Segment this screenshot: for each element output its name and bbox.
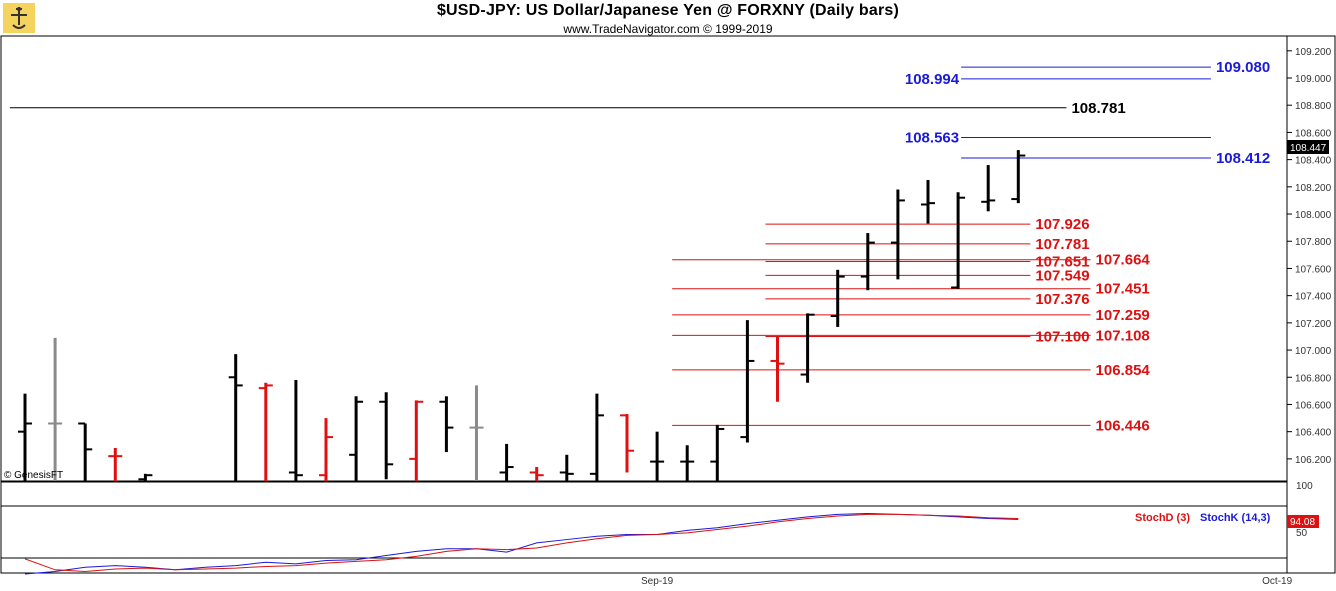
- stochd-legend: StochD (3): [1135, 512, 1190, 524]
- level-label: 106.854: [1096, 362, 1151, 379]
- ohlc-bar: [830, 269, 845, 327]
- level-label: 107.781: [1035, 236, 1089, 253]
- level-label: 107.664: [1096, 252, 1151, 269]
- stochastic-panel: StochD (3) StochK (14,3) 100 50 94.08: [24, 481, 1319, 575]
- x-axis-label: Sep-19: [641, 576, 674, 587]
- ohlc-bar: [48, 337, 63, 481]
- ohlc-bar: [169, 483, 183, 540]
- last-price-label: 108.447: [1290, 143, 1327, 154]
- level-label: 107.651: [1035, 254, 1089, 271]
- chart-subtitle: www.TradeNavigator.com © 1999-2019: [563, 22, 773, 36]
- stochk-line: [24, 513, 1019, 575]
- ohlc-bar: [559, 454, 574, 481]
- watermark: © GenesisFT: [4, 470, 63, 481]
- y-tick-label: 107.800: [1295, 237, 1332, 248]
- y-tick-label: 108.400: [1295, 156, 1332, 167]
- ohlc-bar: [860, 233, 875, 291]
- ohlc-bar: [349, 396, 364, 481]
- ohlc-bar: [529, 467, 544, 481]
- ohlc-bar: [108, 447, 123, 481]
- indicator-tick-100: 100: [1296, 481, 1313, 492]
- ohlc-bar: [78, 422, 93, 481]
- y-tick-label: 107.200: [1295, 319, 1332, 330]
- y-tick-label: 107.000: [1295, 346, 1332, 357]
- ohlc-bar: [770, 336, 785, 402]
- level-label: 108.412: [1216, 150, 1270, 167]
- level-label: 108.781: [1071, 100, 1125, 117]
- y-tick-label: 108.000: [1295, 210, 1332, 221]
- ohlc-bar: [439, 396, 454, 453]
- level-label: 107.376: [1035, 291, 1089, 308]
- ohlc-bar: [469, 385, 484, 481]
- stochd-line: [24, 513, 1019, 572]
- y-tick-label: 107.400: [1295, 292, 1332, 303]
- level-label: 107.100: [1035, 328, 1089, 345]
- indicator-value-label: 94.08: [1290, 517, 1315, 528]
- level-label: 106.446: [1096, 417, 1150, 434]
- y-tick-label: 109.200: [1295, 47, 1332, 58]
- ohlc-bar: [800, 313, 815, 383]
- price-levels: [9, 66, 1211, 426]
- y-tick-label: 108.600: [1295, 128, 1332, 139]
- price-axis: [1286, 35, 1336, 574]
- ohlc-bar: [409, 400, 424, 481]
- level-label: 108.563: [905, 129, 959, 146]
- ohlc-bar: [288, 379, 303, 481]
- ohlc-bars: [18, 150, 1026, 540]
- y-tick-label: 106.400: [1295, 428, 1332, 439]
- ohlc-bar: [319, 418, 333, 481]
- y-tick-label: 106.600: [1295, 400, 1332, 411]
- ohlc-bar: [620, 413, 634, 473]
- level-label: 107.259: [1096, 307, 1150, 324]
- ohlc-bar: [258, 382, 273, 481]
- level-label: 107.926: [1035, 216, 1089, 233]
- ohlc-bar: [680, 445, 695, 481]
- y-tick-label: 109.000: [1295, 74, 1332, 85]
- ohlc-bar: [589, 393, 604, 481]
- ohlc-bar: [138, 473, 153, 481]
- ohlc-bar: [650, 431, 665, 481]
- level-label: 107.451: [1096, 281, 1150, 298]
- last-price-marker: 108.447: [1287, 140, 1329, 154]
- ohlc-bar: [228, 354, 243, 481]
- ohlc-bar: [1011, 150, 1026, 204]
- ohlc-bar: [921, 180, 935, 224]
- ohlc-bar: [890, 189, 905, 280]
- ohlc-bar: [981, 165, 996, 212]
- y-tick-label: 108.800: [1295, 101, 1332, 112]
- tradenavigator-logo-icon: [3, 3, 35, 33]
- level-label: 108.994: [905, 71, 960, 88]
- ohlc-bar: [18, 393, 32, 481]
- level-label: 109.080: [1216, 59, 1270, 76]
- ohlc-bar: [199, 483, 213, 540]
- stochk-legend: StochK (14,3): [1200, 512, 1271, 524]
- x-axis-label: Oct-19: [1262, 576, 1292, 587]
- ohlc-bar: [499, 443, 514, 481]
- indicator-tick-50: 50: [1296, 528, 1308, 539]
- chart-title: $USD-JPY: US Dollar/Japanese Yen @ FORXN…: [436, 2, 900, 19]
- y-tick-label: 107.600: [1295, 264, 1332, 275]
- y-axis-ticks: 109.200 109.000 108.800 108.600 108.400 108.2…: [1287, 47, 1332, 466]
- ohlc-bar: [740, 320, 755, 443]
- y-tick-label: 108.200: [1295, 183, 1332, 194]
- level-label: 107.549: [1035, 267, 1089, 284]
- indicator-panel-frame: [0, 481, 1288, 574]
- y-tick-label: 106.800: [1295, 373, 1332, 384]
- ohlc-bar: [379, 392, 394, 480]
- level-label: 107.108: [1096, 327, 1150, 344]
- ohlc-bar: [951, 192, 966, 289]
- ohlc-bar: [710, 424, 725, 481]
- y-tick-label: 106.200: [1295, 455, 1332, 466]
- x-axis-labels: Sep-19 Oct-19: [641, 576, 1293, 587]
